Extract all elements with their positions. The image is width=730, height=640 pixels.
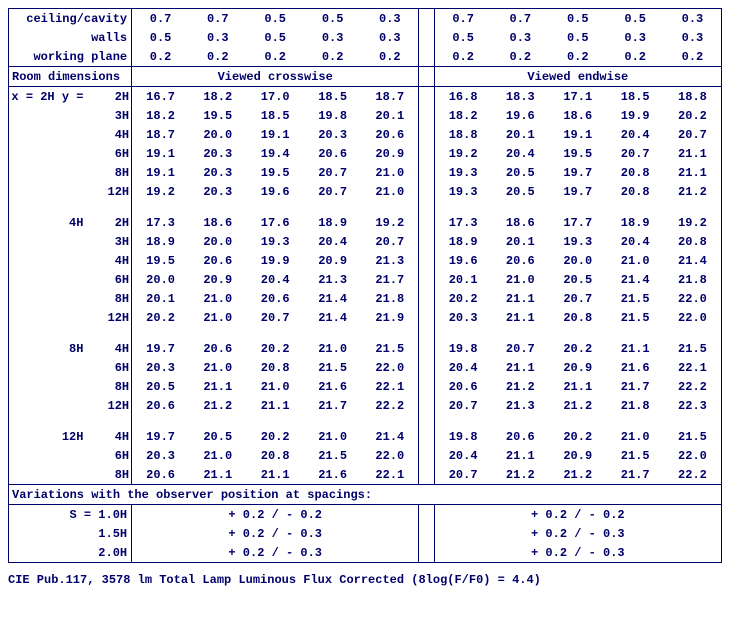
x-label: 12H	[9, 427, 86, 446]
room-dimensions-label: Room dimensions	[9, 67, 132, 87]
y-label: 8H	[85, 163, 131, 182]
y-label: 3H	[85, 232, 131, 251]
y-label: 12H	[85, 396, 131, 415]
x-label	[9, 270, 86, 289]
row-label: walls	[9, 28, 132, 47]
y-label: 8H	[85, 377, 131, 396]
x-label	[9, 308, 86, 327]
x-label	[9, 396, 86, 415]
x-label	[9, 377, 86, 396]
viewed-endwise-label: Viewed endwise	[434, 67, 721, 87]
x-label: 4H	[9, 213, 86, 232]
y-label: 4H	[85, 251, 131, 270]
y-label: 12H	[85, 182, 131, 201]
x-label	[9, 182, 86, 201]
y-label: 8H	[85, 465, 131, 485]
x-label	[9, 289, 86, 308]
y-label: 4H	[85, 427, 131, 446]
row-label: ceiling/cavity	[9, 9, 132, 29]
row-label: working plane	[9, 47, 132, 67]
lighting-data-table: ceiling/cavity0.70.70.50.50.30.70.70.50.…	[8, 8, 722, 563]
y-label: 8H	[85, 289, 131, 308]
x-label: 8H	[9, 339, 86, 358]
y-label: 4H	[85, 339, 131, 358]
x-label	[9, 106, 86, 125]
spacing-label: 1.5H	[9, 524, 132, 543]
x-label	[9, 125, 86, 144]
spacing-label: S = 1.0H	[9, 505, 132, 525]
spacing-label: 2.0H	[9, 543, 132, 563]
x-label	[9, 446, 86, 465]
y-label: 4H	[85, 125, 131, 144]
x-label	[9, 465, 86, 485]
y-label: 3H	[85, 106, 131, 125]
x-label	[9, 232, 86, 251]
y-label: 6H	[85, 270, 131, 289]
viewed-crosswise-label: Viewed crosswise	[132, 67, 419, 87]
y-label: 12H	[85, 308, 131, 327]
y-label: 6H	[85, 358, 131, 377]
x-label	[9, 358, 86, 377]
x-label	[9, 144, 86, 163]
x-label: x = 2H y =	[9, 87, 86, 107]
x-label	[9, 251, 86, 270]
variations-label: Variations with the observer position at…	[9, 485, 722, 505]
y-label: 6H	[85, 446, 131, 465]
y-label: 6H	[85, 144, 131, 163]
x-label	[9, 163, 86, 182]
footer-note: CIE Pub.117, 3578 lm Total Lamp Luminous…	[8, 573, 722, 587]
y-label: 2H	[85, 87, 131, 107]
y-label: 2H	[85, 213, 131, 232]
